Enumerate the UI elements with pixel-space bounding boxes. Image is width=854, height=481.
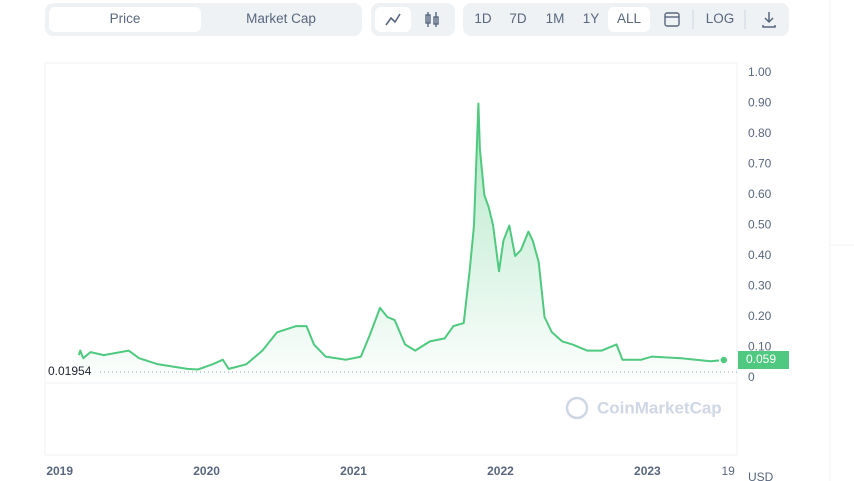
- candle-icon[interactable]: [425, 12, 439, 27]
- price-line: [77, 102, 724, 371]
- watermark-text: CoinMarketCap: [597, 398, 722, 417]
- range-active[interactable]: [608, 7, 650, 32]
- y-tick-label: 0.40: [748, 248, 772, 262]
- range-button[interactable]: 1M: [546, 11, 565, 26]
- x-tick-label: 19: [722, 464, 736, 478]
- current-price-box: [738, 351, 789, 370]
- range-button[interactable]: ALL: [617, 11, 642, 26]
- currency: USD: [748, 470, 774, 481]
- y-tick-label: 1.00: [748, 65, 772, 79]
- x-tick-label: 2021: [340, 464, 367, 478]
- log-button[interactable]: LOG: [706, 11, 735, 26]
- calendar-icon[interactable]: [664, 12, 680, 27]
- current-price-label: 0.059: [746, 352, 776, 366]
- watermark: CoinMarketCap: [565, 396, 722, 420]
- x-tick-label: 2022: [487, 464, 514, 478]
- y-tick-label: 0.20: [748, 309, 772, 323]
- y-tick-label: 0: [748, 370, 755, 384]
- x-tick-label: 2023: [634, 464, 661, 478]
- x-tick-label: 2020: [193, 464, 220, 478]
- y-tick-label: 0.70: [748, 157, 772, 171]
- last-point: [719, 355, 729, 365]
- x-tick-label: 2019: [46, 464, 73, 478]
- line-icon: [385, 13, 401, 26]
- y-tick-label: 0.80: [748, 126, 772, 140]
- y-tick-label: 0.10: [748, 340, 772, 354]
- range-button[interactable]: 1Y: [583, 11, 600, 26]
- y-tick-label: 0.50: [748, 218, 772, 232]
- range-button[interactable]: 7D: [509, 11, 527, 26]
- download-icon[interactable]: [762, 12, 776, 28]
- y-tick-label: 0.30: [748, 279, 772, 293]
- y-tick-label: 0.90: [748, 96, 772, 110]
- y-tick-label: 0.60: [748, 187, 772, 201]
- tab-active[interactable]: [49, 7, 201, 32]
- tab[interactable]: Market Cap: [246, 11, 316, 26]
- tab[interactable]: Price: [110, 11, 141, 26]
- range-button[interactable]: 1D: [474, 11, 492, 26]
